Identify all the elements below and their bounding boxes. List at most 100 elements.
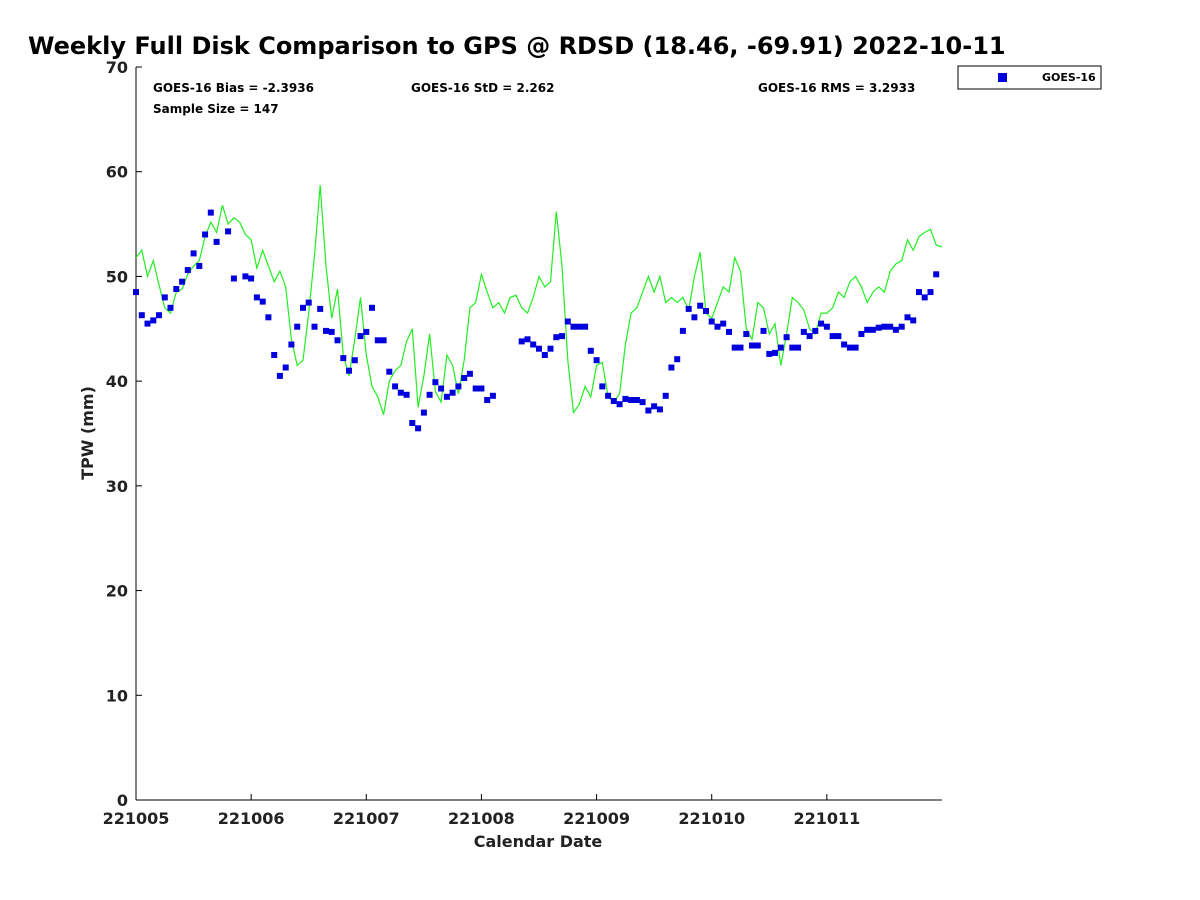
y-tick-label: 30: [106, 477, 128, 496]
goes-point: [881, 323, 888, 330]
goes-point: [259, 298, 266, 305]
goes-point: [225, 228, 232, 235]
goes-point: [253, 294, 260, 301]
goes-point: [846, 344, 853, 351]
goes-point: [409, 420, 416, 426]
goes-point: [921, 294, 928, 301]
goes-point: [691, 314, 698, 321]
goes-point: [656, 406, 663, 413]
goes-point: [841, 341, 848, 348]
goes-point: [610, 398, 617, 404]
goes-point: [858, 331, 865, 337]
goes-point: [357, 333, 364, 340]
goes-point: [415, 425, 422, 432]
y-tick-label: 10: [106, 686, 128, 705]
goes-series: [133, 209, 940, 432]
stat-rms: GOES-16 RMS = 3.2933: [758, 81, 915, 95]
goes-point: [323, 327, 329, 334]
y-tick-label: 60: [106, 163, 128, 182]
goes-point: [829, 333, 836, 340]
goes-point: [904, 314, 911, 321]
goes-point: [674, 356, 681, 363]
goes-point: [685, 305, 692, 312]
goes-point: [530, 341, 537, 348]
goes-point: [766, 350, 773, 357]
goes-point: [294, 323, 301, 330]
goes-point: [380, 337, 387, 344]
goes-point: [190, 250, 197, 257]
goes-point: [156, 312, 162, 319]
goes-point: [369, 304, 375, 311]
goes-point: [133, 289, 139, 296]
goes-point: [386, 368, 393, 375]
goes-point: [202, 231, 209, 238]
goes-point: [708, 318, 715, 325]
goes-point: [438, 385, 445, 392]
goes-point: [328, 328, 335, 335]
goes-point: [679, 327, 686, 334]
goes-point: [397, 389, 404, 396]
goes-point: [714, 323, 721, 330]
goes-point: [346, 367, 352, 374]
goes-point: [524, 336, 531, 343]
goes-point: [916, 289, 922, 296]
goes-point: [731, 344, 738, 351]
gps-series: [135, 185, 943, 415]
goes-point: [466, 370, 473, 377]
goes-point: [420, 409, 427, 416]
goes-point: [772, 349, 778, 356]
goes-point: [276, 372, 283, 379]
goes-point: [743, 331, 750, 337]
plot-area: [135, 67, 942, 801]
plot-frame: [136, 67, 942, 800]
goes-point: [910, 317, 917, 324]
goes-point: [818, 320, 825, 327]
goes-point: [812, 327, 819, 334]
legend-marker: [998, 73, 1007, 82]
goes-point: [305, 299, 312, 306]
goes-point: [823, 323, 830, 330]
x-tick-label: 221006: [218, 809, 285, 828]
goes-point: [754, 342, 761, 349]
goes-point: [749, 342, 755, 349]
goes-point: [138, 312, 145, 319]
goes-point: [144, 320, 151, 327]
goes-point: [645, 407, 652, 414]
legend-box: [957, 65, 1102, 90]
goes-point: [869, 326, 876, 333]
x-tick-label: 221011: [793, 809, 860, 828]
goes-point: [311, 323, 318, 330]
goes-point: [668, 364, 675, 371]
goes-point: [230, 275, 237, 282]
goes-point: [265, 314, 272, 321]
stat-bias: GOES-16 Bias = -2.3936: [153, 81, 314, 95]
goes-point: [196, 263, 203, 269]
goes-point: [616, 401, 623, 408]
goes-point: [184, 267, 191, 274]
y-ticks: 0 10 20 30 40 50 60 70: [106, 58, 142, 810]
goes-point: [351, 357, 358, 364]
goes-point: [789, 344, 796, 351]
x-tick-label: 221008: [448, 809, 515, 828]
goes-point: [443, 393, 450, 400]
goes-point: [282, 364, 289, 371]
gps-line: [135, 185, 943, 415]
goes-point: [887, 323, 894, 330]
goes-point: [392, 383, 399, 390]
goes-point: [582, 323, 589, 330]
goes-point: [806, 333, 813, 340]
legend: GOES-16: [957, 65, 1102, 90]
goes-point: [703, 308, 709, 314]
goes-point: [795, 344, 802, 351]
x-tick-label: 221007: [333, 809, 400, 828]
goes-point: [835, 333, 842, 340]
goes-point: [593, 357, 600, 364]
goes-point: [892, 326, 899, 333]
goes-point: [484, 397, 491, 403]
goes-point: [489, 392, 496, 399]
legend-label: GOES-16: [1042, 71, 1096, 84]
goes-point: [288, 341, 295, 348]
goes-point: [161, 294, 168, 301]
goes-point: [726, 328, 732, 335]
